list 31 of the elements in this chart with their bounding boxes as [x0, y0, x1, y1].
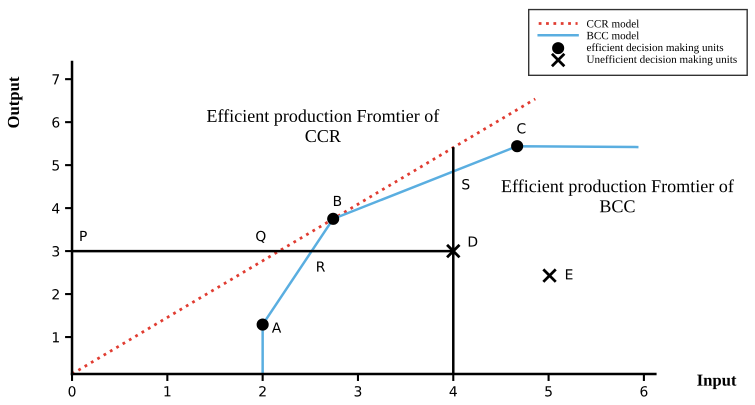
annotation: R — [317, 261, 325, 272]
x-tick-label: 0 — [68, 386, 76, 397]
y-tick-label: 1 — [52, 332, 59, 342]
x-tick-label: 3 — [354, 386, 362, 397]
annotation: A — [272, 322, 282, 333]
annotation: S — [462, 178, 470, 190]
legend-label: efficient decision making units — [586, 43, 724, 54]
annotation: E — [566, 269, 572, 280]
x-tick-label: 6 — [640, 386, 648, 397]
legend-label: Unefficient decision making units — [586, 55, 737, 66]
y-axis-title: Output — [8, 76, 22, 128]
y-tick-label: 7 — [52, 74, 60, 84]
annotation: C — [517, 123, 526, 134]
y-tick-label: 5 — [52, 160, 60, 171]
x-tick-label: 4 — [450, 386, 457, 396]
x-tick-label: 1 — [164, 386, 170, 396]
y-tick-label: 6 — [52, 117, 60, 128]
annotation: Q — [256, 230, 266, 243]
annotation: P — [80, 230, 87, 242]
legend-label: BCC model — [586, 31, 640, 40]
annotation: B — [334, 196, 342, 206]
x-tick-label: 2 — [259, 386, 266, 396]
annotation: Efficient production Fromtier of CCR — [206, 109, 440, 142]
legend-label: CCR model — [586, 20, 640, 28]
x-axis-title: Input — [697, 374, 736, 390]
y-tick-label: 4 — [52, 203, 60, 214]
y-tick-label: 2 — [52, 289, 59, 300]
y-tick-label: 3 — [52, 246, 60, 257]
x-tick-label: 5 — [545, 386, 552, 397]
annotation: Efficient production Fromtier of BCC — [502, 179, 734, 212]
annotation: D — [468, 236, 478, 247]
